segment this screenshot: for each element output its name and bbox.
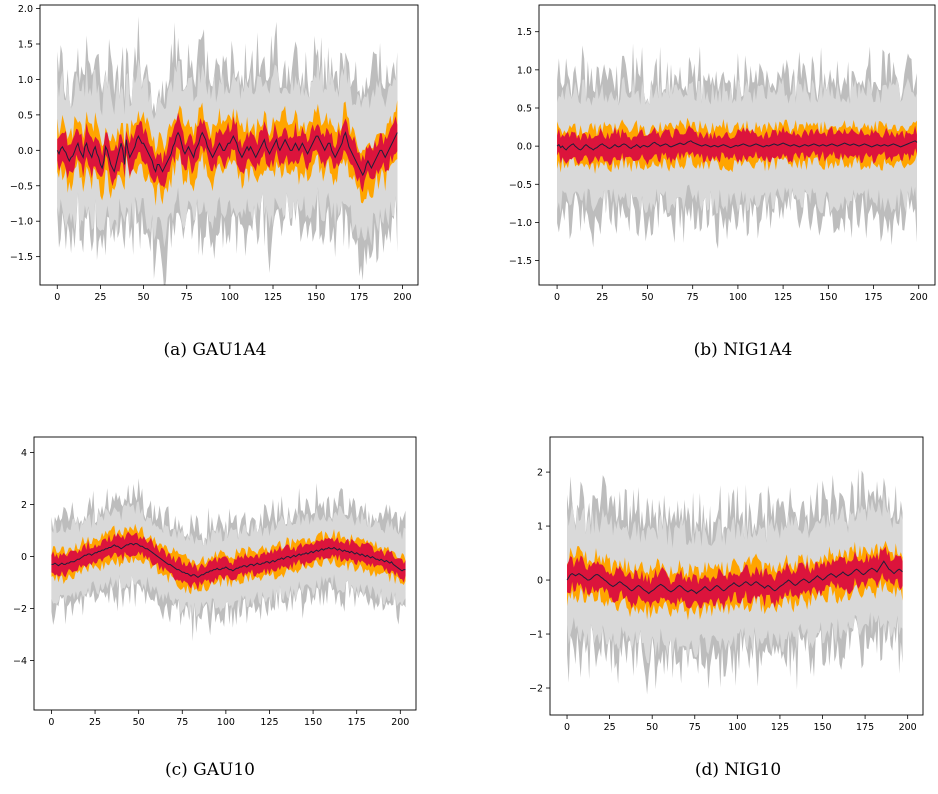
chart-a-ytick-label: −0.5 [10,181,33,192]
chart-d-xtick-label: 200 [899,722,917,733]
chart-b-xtick-label: 50 [641,292,653,303]
chart-c-ytick-label: 4 [21,448,27,459]
chart-a-xtick-label: 25 [94,292,106,303]
chart-c-plot-area [51,478,406,642]
chart-c-center-line [51,543,406,579]
chart-b-xtick-label: 75 [687,292,699,303]
chart-b-ytick-label: 0.5 [517,103,532,114]
chart-d-xtick-label: 75 [689,722,701,733]
chart-a-xtick-label: 50 [138,292,150,303]
chart-a-ytick-label: 2.0 [18,4,33,15]
chart-a-xtick-label: 75 [181,292,193,303]
chart-b-xtick-label: 175 [864,292,882,303]
chart-panel-b: 0 25 50 75 100 125 150 175 200 −1.5 −1.0 −0.5 0.0 0.5… [509,0,938,310]
chart-d-ytick-label: −1 [529,630,543,641]
chart-c-xtick-label: 175 [348,717,366,728]
chart-panel-c: 0 25 50 75 100 125 150 175 200 −4 −2 0 2 4 [0,425,430,745]
chart-d-ytick-label: 1 [537,522,543,533]
chart-d-xtick-label: 25 [604,722,616,733]
chart-a-xtick-label: 100 [221,292,239,303]
chart-c-svg: 0 25 50 75 100 125 150 175 200 −4 −2 0 2 4 [13,436,417,728]
chart-b-center-line [556,140,918,151]
chart-a-center-line [56,131,398,177]
chart-b-xtick-label: 200 [910,292,928,303]
chart-a-xtick-label: 200 [393,292,411,303]
chart-d-center-line [566,560,903,595]
caption-a: (a) GAU1A4 [163,340,267,360]
chart-c-xtick-label: 125 [260,717,278,728]
chart-b-xtick-label: 100 [729,292,747,303]
chart-c-ytick-label: 2 [21,500,27,511]
chart-a-ytick-label: 1.5 [18,39,33,50]
chart-a-xtick-label: 175 [350,292,368,303]
chart-d-xtick-label: 100 [728,722,746,733]
chart-a-ytick-label: −1.5 [10,252,33,263]
chart-d-ytick-label: 0 [537,576,543,587]
chart-a-ytick-label: 0.5 [18,110,33,121]
chart-c-frame [33,436,417,711]
chart-c-xtick-label: 50 [133,717,145,728]
chart-b-xtick-label: 125 [774,292,792,303]
chart-b-ytick-label: 0.0 [517,142,532,153]
chart-d-svg: 0 25 50 75 100 125 150 175 200 −2 −1 0 1 2 [529,436,924,733]
chart-b-frame [538,4,936,286]
chart-b-ytick-label: 1.0 [517,65,532,76]
chart-b-ytick-label: −0.5 [509,180,532,191]
chart-d-plot-area [566,468,903,695]
caption-b: (b) NIG1A4 [693,340,793,360]
chart-c-xtick-label: 100 [217,717,235,728]
chart-b-xtick-label: 150 [819,292,837,303]
chart-d-xtick-label: 125 [771,722,789,733]
chart-b-ytick-label: 1.5 [517,27,532,38]
chart-d-xtick-label: 150 [813,722,831,733]
chart-b-xtick-label: 0 [554,292,560,303]
caption-c: (c) GAU10 [164,760,255,780]
chart-a-xtick-label: 150 [307,292,325,303]
chart-c-ytick-label: 0 [21,552,27,563]
chart-b-plot-area [556,43,918,249]
chart-d-frame [549,436,924,716]
chart-a-inner-band [57,112,398,193]
chart-d-ytick-label: 2 [537,468,543,479]
chart-d-inner-band [567,546,903,611]
chart-a-xtick-label: 125 [264,292,282,303]
chart-c-xtick-label: 0 [48,717,54,728]
chart-c-ytick-label: −2 [13,604,27,615]
chart-a-xtick-label: 0 [54,292,60,303]
chart-d-xtick-label: 0 [564,722,570,733]
chart-c-xtick-label: 150 [304,717,322,728]
chart-c-xtick-label: 200 [391,717,409,728]
chart-b-svg: 0 25 50 75 100 125 150 175 200 −1.5 −1.0 −0.5 0.0 0.5… [509,4,936,303]
chart-a-plot-area [56,16,398,285]
chart-d-xtick-label: 50 [646,722,658,733]
chart-panel-d: 0 25 50 75 100 125 150 175 200 −2 −1 0 1 2 [500,425,938,745]
chart-d-ytick-label: −2 [529,684,543,695]
chart-b-ytick-label: −1.5 [509,256,532,267]
chart-c-xtick-label: 25 [89,717,101,728]
chart-a-svg: 0 25 50 75 100 125 150 175 200 −1.5 −1.0 −0.5 0.0 0.5… [10,4,419,303]
chart-panel-a: 0 25 50 75 100 125 150 175 200 −1.5 −1.0 −0.5 0.0 0.5… [0,0,430,310]
chart-c-ytick-label: −4 [13,656,27,667]
caption-d: (d) NIG10 [694,760,782,780]
chart-a-frame [39,4,419,286]
chart-b-xtick-label: 25 [596,292,608,303]
chart-d-xtick-label: 175 [856,722,874,733]
chart-b-ytick-label: −1.0 [509,218,532,229]
chart-a-ytick-label: 0.0 [18,146,33,157]
chart-c-xtick-label: 75 [176,717,188,728]
chart-a-ytick-label: 1.0 [18,75,33,86]
chart-a-ytick-label: −1.0 [10,217,33,228]
